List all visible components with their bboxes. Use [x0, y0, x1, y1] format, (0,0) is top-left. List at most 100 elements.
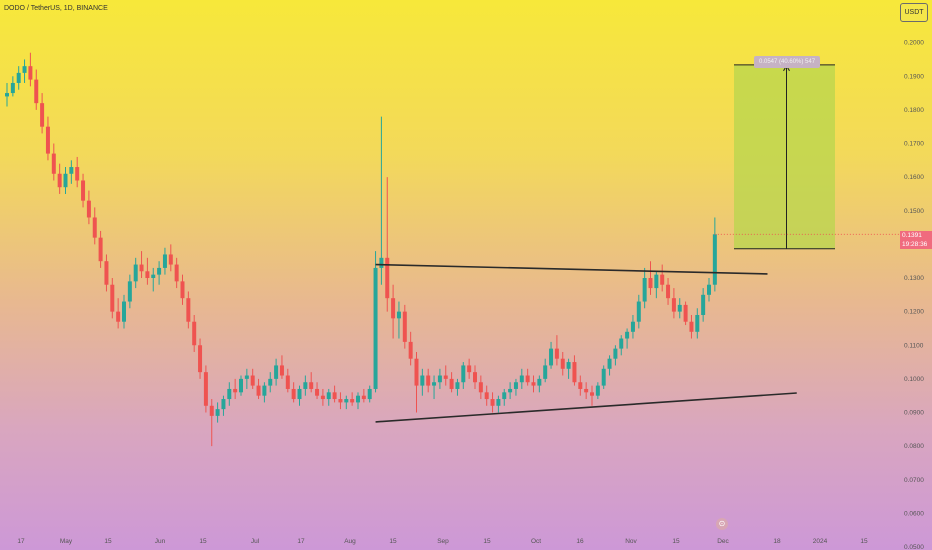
candle-body	[192, 321, 197, 346]
x-tick-label: Oct	[531, 538, 541, 545]
x-tick-label: 15	[483, 538, 491, 545]
candle-body	[227, 388, 232, 400]
candle-body	[449, 378, 454, 389]
candle-body	[478, 382, 483, 393]
x-tick-label: 17	[17, 538, 25, 545]
x-tick-label: 15	[389, 538, 397, 545]
symbol-title[interactable]: DODO / TetherUS, 1D, BINANCE	[4, 5, 108, 12]
x-tick-label: 2024	[813, 538, 828, 545]
candle-body	[10, 82, 15, 94]
support-trendline	[375, 392, 797, 423]
candle-body	[221, 399, 226, 410]
candle-body	[350, 399, 355, 403]
candle-body	[75, 167, 80, 181]
candle-body	[127, 281, 132, 302]
candle-body	[162, 254, 167, 268]
candle-body	[332, 392, 337, 400]
candle-body	[437, 375, 442, 383]
candle-body	[180, 281, 185, 299]
candle-body	[630, 321, 635, 332]
candle-body	[508, 388, 513, 393]
candle-body	[414, 358, 419, 386]
y-tick-label: 0.1800	[904, 107, 924, 114]
candle-body	[554, 348, 559, 359]
candle-body	[186, 298, 191, 322]
candle-body	[262, 385, 267, 396]
candle-body	[619, 338, 624, 349]
candle-body	[513, 382, 518, 389]
candle-body	[250, 375, 255, 386]
y-tick-label: 0.1700	[904, 141, 924, 148]
candle-body	[203, 372, 208, 406]
last-price-value: 0.1391	[902, 232, 922, 239]
candle-body	[274, 365, 279, 379]
candle-body	[385, 257, 390, 299]
candle-body	[543, 365, 548, 379]
candle-body	[519, 375, 524, 383]
candle-body	[712, 234, 717, 285]
x-tick-label: Nov	[625, 538, 637, 545]
currency-badge[interactable]: USDT	[900, 3, 928, 22]
x-tick-label: May	[60, 538, 73, 545]
measure-label: 0.0547 (40.60%) 547	[754, 56, 821, 68]
candle-body	[607, 358, 612, 369]
candle-body	[256, 385, 261, 396]
candle-body	[677, 304, 682, 312]
last-price-tag: 0.1391 19:28:36	[900, 231, 932, 249]
x-tick-label: 17	[297, 538, 305, 545]
candle-body	[578, 382, 583, 389]
y-tick-label: 0.1200	[904, 309, 924, 316]
candle-body	[303, 382, 308, 389]
candle-body	[666, 284, 671, 299]
candle-body	[595, 385, 600, 396]
x-tick-label: 15	[860, 538, 868, 545]
candle-body	[315, 388, 320, 396]
y-tick-label: 0.0900	[904, 410, 924, 417]
candle-body	[338, 399, 343, 403]
candle-body	[613, 348, 618, 359]
x-tick-label: 15	[199, 538, 207, 545]
tradingview-logo-icon[interactable]: ⊙	[716, 518, 728, 530]
candle-body	[69, 167, 74, 174]
candle-body	[695, 314, 700, 332]
x-tick-label: 15	[672, 538, 680, 545]
candle-body	[233, 388, 238, 393]
candle-body	[63, 173, 68, 188]
candle-body	[57, 173, 62, 188]
candle-body	[367, 388, 372, 400]
candle-body	[426, 375, 431, 386]
candle-body	[396, 311, 401, 319]
candle-body	[5, 93, 9, 97]
candle-body	[174, 264, 179, 282]
candle-body	[689, 321, 694, 332]
candle-body	[168, 254, 173, 265]
candle-body	[584, 388, 589, 393]
y-tick-label: 0.2000	[904, 40, 924, 47]
candle-body	[455, 382, 460, 389]
candle-body	[344, 399, 349, 403]
candle-body	[525, 375, 530, 383]
resistance-trendline	[375, 263, 768, 275]
candle-body	[701, 294, 706, 315]
candle-body	[320, 395, 325, 400]
candle-body	[209, 405, 214, 416]
y-tick-label: 0.1100	[904, 342, 924, 349]
candle-body	[297, 388, 302, 400]
y-tick-label: 0.1300	[904, 275, 924, 282]
candle-body	[420, 375, 425, 386]
candle-body	[145, 271, 150, 278]
candle-body	[28, 66, 33, 80]
candle-body	[244, 375, 249, 379]
candle-body	[642, 278, 647, 302]
y-tick-label: 0.0700	[904, 477, 924, 484]
y-tick-label: 0.1000	[904, 376, 924, 383]
candle-body	[566, 362, 571, 369]
x-tick-label: 16	[576, 538, 584, 545]
x-tick-label: Dec	[717, 538, 729, 545]
bar-countdown: 19:28:36	[902, 241, 928, 248]
candle-body	[268, 378, 273, 386]
x-tick-label: Aug	[344, 538, 356, 545]
candle-body	[110, 284, 115, 312]
